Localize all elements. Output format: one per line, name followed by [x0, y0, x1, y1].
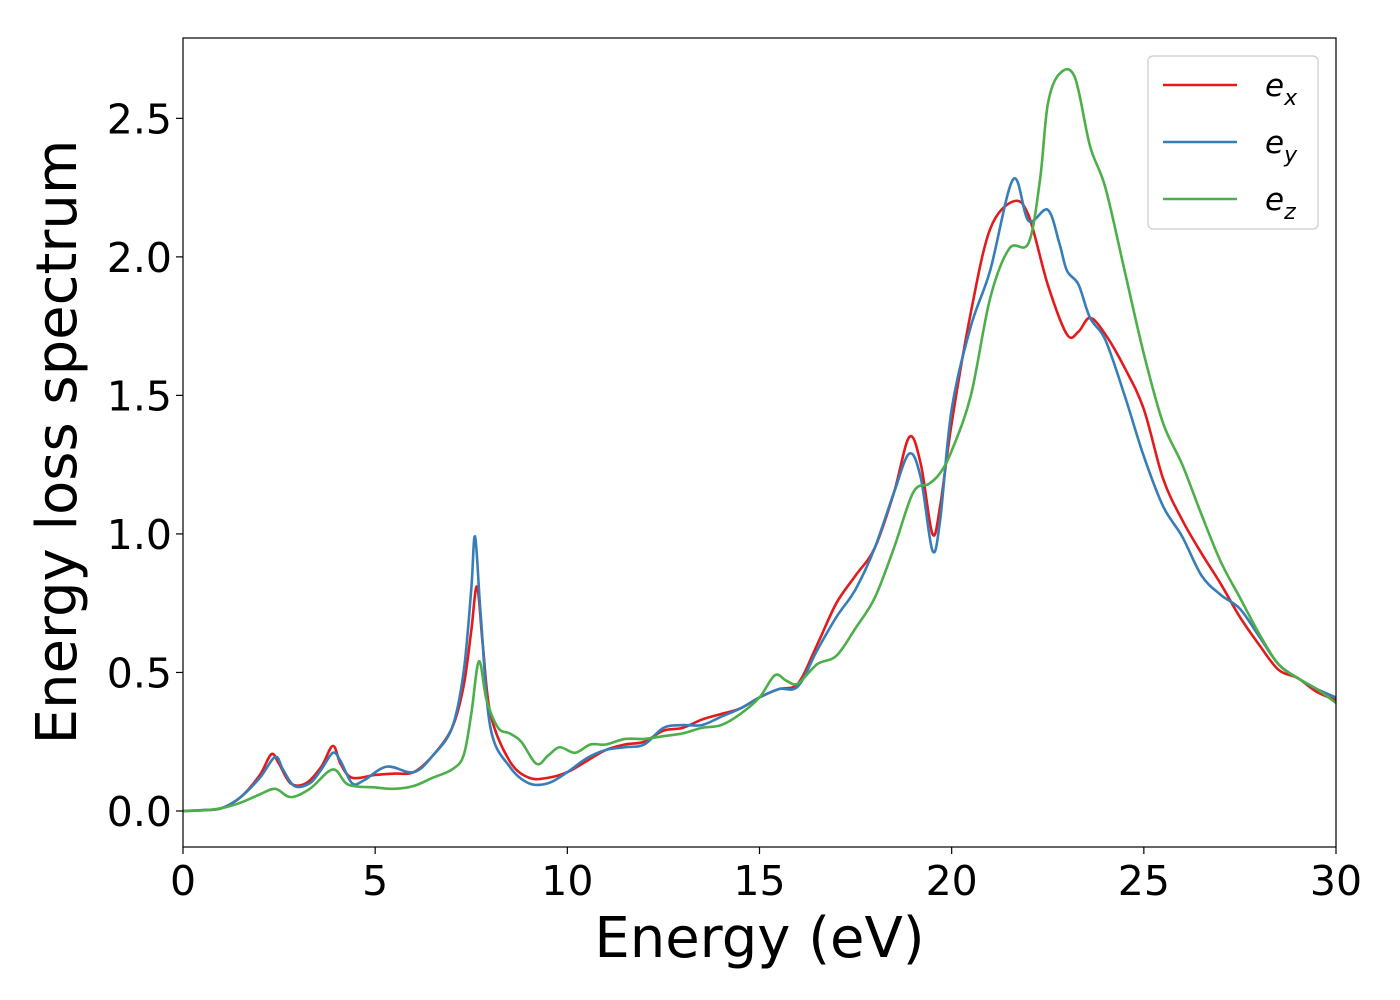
x-axis: 0 5 10 15 20 25 30	[170, 847, 1362, 905]
y-tick-label: 2.5	[107, 95, 172, 143]
y-tick-label: 1.5	[107, 372, 172, 420]
y-axis-title: Energy loss spectrum	[25, 140, 90, 745]
legend: ex ey ez	[1147, 55, 1319, 230]
legend-label-z: ez	[1265, 182, 1296, 225]
x-tick-label: 25	[1118, 857, 1170, 905]
series-layer	[183, 67, 1336, 813]
series-line-y	[183, 177, 1336, 813]
x-tick-label: 20	[926, 857, 978, 905]
y-tick-label: 2.0	[107, 234, 172, 282]
x-axis-title: Energy (eV)	[594, 906, 924, 971]
legend-label-y: ey	[1265, 125, 1298, 168]
series-line-z	[183, 67, 1336, 813]
x-tick-label: 10	[541, 857, 593, 905]
x-tick-label: 15	[733, 857, 785, 905]
y-tick-label: 1.0	[107, 511, 172, 559]
x-tick-label: 0	[170, 857, 196, 905]
x-tick-label: 5	[362, 857, 388, 905]
y-tick-label: 0.0	[107, 788, 172, 836]
x-tick-label: 30	[1310, 857, 1362, 905]
legend-label-x: ex	[1265, 68, 1298, 111]
y-axis: 0.0 0.5 1.0 1.5 2.0 2.5	[107, 95, 183, 836]
y-tick-label: 0.5	[107, 649, 172, 697]
